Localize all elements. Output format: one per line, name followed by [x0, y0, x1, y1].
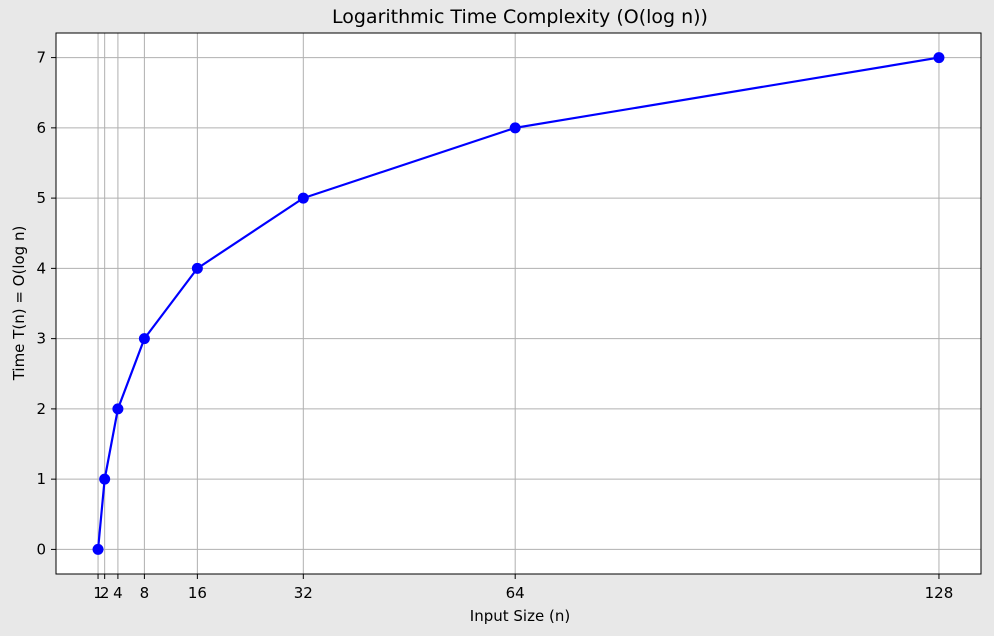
y-tick-label: 3 [36, 330, 46, 348]
y-axis-label: Time T(n) = O(log n) [10, 226, 28, 382]
data-point [509, 122, 521, 134]
data-point [138, 333, 150, 345]
data-point [112, 403, 124, 415]
y-tick-label: 7 [36, 49, 46, 67]
x-tick-label: 16 [188, 584, 207, 602]
y-tick-label: 2 [36, 400, 46, 418]
data-point [92, 543, 104, 555]
y-tick-label: 6 [36, 119, 46, 137]
chart-title: Logarithmic Time Complexity (O(log n)) [332, 6, 708, 28]
x-tick-label: 8 [140, 584, 150, 602]
plot-frame [55, 32, 982, 575]
x-tick-label: 1 [93, 584, 103, 602]
x-tick-label: 128 [925, 584, 954, 602]
x-tick-label: 64 [506, 584, 525, 602]
x-axis-label: Input Size (n) [470, 607, 570, 625]
y-tick-label: 4 [36, 259, 46, 277]
x-tick-label: 2 [100, 584, 110, 602]
x-tick-label: 4 [113, 584, 123, 602]
y-tick-label: 0 [36, 540, 46, 558]
data-point [99, 473, 111, 485]
plot-area [56, 33, 981, 574]
data-point [297, 192, 309, 204]
series-line [96, 56, 940, 550]
y-tick-label: 5 [36, 189, 46, 207]
x-tick-label: 32 [294, 584, 313, 602]
y-tick-label: 1 [36, 470, 46, 488]
data-point [191, 262, 203, 274]
series-layer [92, 52, 945, 555]
data-point [933, 52, 945, 64]
